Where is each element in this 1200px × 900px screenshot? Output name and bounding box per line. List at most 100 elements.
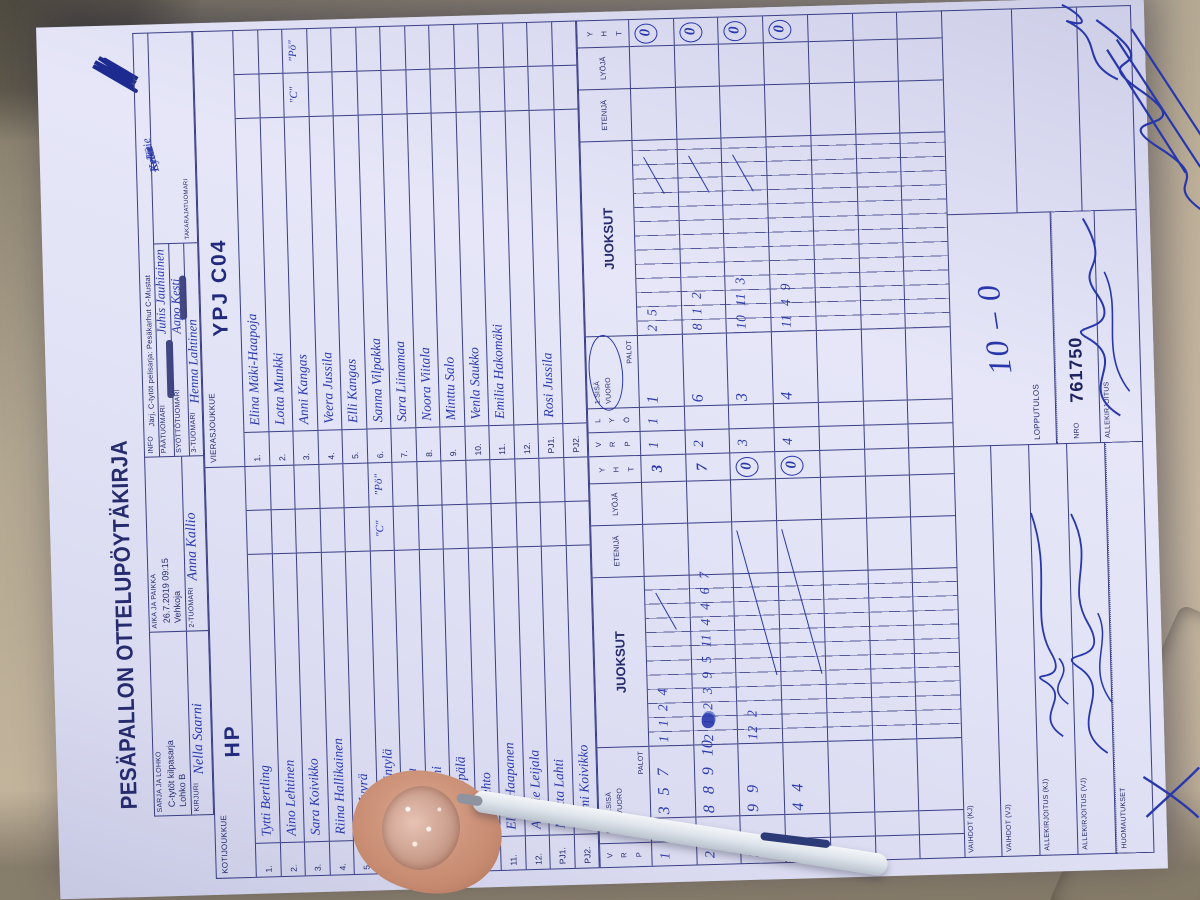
batter-number [920,811,927,834]
etenija-cell [899,79,945,133]
scorer-name: Nella Saarni [189,703,207,775]
palot-digits: 8 8 9 10 [698,739,718,814]
series-box: SARJA JA LOHKO C-tytöt kilpasarja Lohko … [148,630,215,817]
lyoja-cell [629,44,675,89]
form-title: PESÄPALLON OTTELUPÖYTÄKIRJA [105,439,142,810]
player-mark-c [234,74,260,120]
batter-number [830,814,837,837]
player-mark-po [233,30,258,76]
player-number: 11. [489,424,514,460]
inning-number [909,424,916,447]
player-mark-c [271,509,296,555]
lyoja-cell [776,476,821,521]
palot-digits: 3 [733,392,752,402]
umpire2-label: 2-TUOMARI [187,587,196,628]
player-mark-po [392,462,418,507]
player-mark-c [381,70,407,115]
col-vrp: V R P [605,851,643,859]
visitor-team-code: YPJ C04 [207,238,233,337]
stray-x-mark [1142,766,1200,819]
inning-total: 0 [783,460,800,469]
inning-number [864,426,871,449]
etenija-cell [720,84,766,138]
umpire2-name: Anna Kallio [183,512,201,581]
signature-home-label: ALLEKIRJOITUS (KJ) [1042,778,1052,851]
player-mark-po [306,28,332,74]
batter-number: 1 [646,417,662,425]
inning-number: 2 [691,440,707,448]
place-value: Vehkoja [171,590,183,624]
etenija-cell [866,516,912,570]
batter-number [685,407,692,430]
scorer-label: KIRJURI [193,782,201,812]
ink-blob [701,712,715,729]
scoresheet-paper: PESÄPALLON OTTELUPÖYTÄKIRJA SARJA JA LOH… [36,0,1200,900]
lyoja-cell [686,479,732,523]
inning-total [808,15,817,41]
visitor-roster-table: VIERASJOUKKUE YPJ C04 1. Elina Mäki-Haap… [192,20,589,468]
inning-total [897,12,906,38]
player-mark-c [540,502,566,547]
palot-digits: 9 9 [744,784,763,813]
player-number: 12. [525,834,550,870]
pitch-umpire-name: Aapo Kesti [168,278,184,335]
col-juoksut: JUOKSUT [600,207,618,270]
player-mark-c [454,68,480,113]
player-number: 2. [268,430,294,466]
visitor-score-rows: 1 1 1 2 5 0 2 6 8 1 2 0 [629,11,954,455]
home-score-rows: 1 1 3 5 7 1 1 2 4 3 2 8 8 9 10 2 1 2 3 9… [641,447,965,866]
juoksut-digits: 10 11 3 [732,276,750,330]
substitutions-home-label: VAIHDOT (KJ) [967,805,976,853]
col-yht: Y H T [585,30,623,37]
lyoja-cell [853,38,899,82]
juoksut-digits: 2 5 [644,308,660,332]
player-number: 5. [342,428,367,464]
palot-digits [873,740,880,811]
player-mark-c [405,69,431,115]
player-number: 3. [293,429,318,465]
final-result-label: LOPPUTULOS [1031,383,1042,440]
etenija-cell [777,518,823,573]
player-mark-po [429,25,454,70]
col-lyoja: LYÖJÄ [598,56,608,81]
player-number: 12. [513,423,539,459]
series-group-value: Lohko B [176,773,188,807]
etenija-cell [687,521,733,575]
batter-number [875,812,882,835]
player-mark-c [295,508,321,554]
player-number: 11. [500,835,526,870]
etenija-cell [675,85,721,139]
palot-digits [906,328,913,399]
lyoja-cell [763,41,809,85]
player-number: PJ1. [538,423,563,458]
player-mark-po: "Pö" [282,29,307,74]
signature-scrawl-main [1080,217,1131,417]
etenija-cell [821,517,868,571]
inning-total: 0 [637,28,654,37]
inning-total: 7 [694,463,711,472]
pen-scribble-corner [92,56,139,93]
inning-total [853,14,862,40]
lyoja-cell [910,473,956,517]
signature-scrawl-referee [1061,4,1200,218]
player-mark-po [355,27,381,72]
inning-number: 3 [736,438,752,447]
inning-number [819,427,826,450]
etenija-cell [854,80,900,134]
player-mark-po [257,29,283,75]
player-mark-c [564,501,590,547]
player-mark-po [465,460,491,505]
signature-scrawl-visitor [1070,513,1113,754]
player-mark-po [416,461,442,507]
etenija-cell [809,81,855,136]
player-mark-po [551,21,577,67]
inning-total [820,451,829,477]
time-place-box: AIKA JA PAIKKA 26.7.2019 09:15 Vehkoja 2… [144,455,209,632]
juoksut-digits: 8 1 2 [688,291,705,331]
player-number: 9. [440,425,465,461]
home-team-label: KOTIJOUKKUE [219,814,230,874]
player-mark-po [502,22,528,68]
batter-number [774,404,781,427]
player-number: PJ2. [562,422,588,458]
player-mark-po [294,464,320,510]
